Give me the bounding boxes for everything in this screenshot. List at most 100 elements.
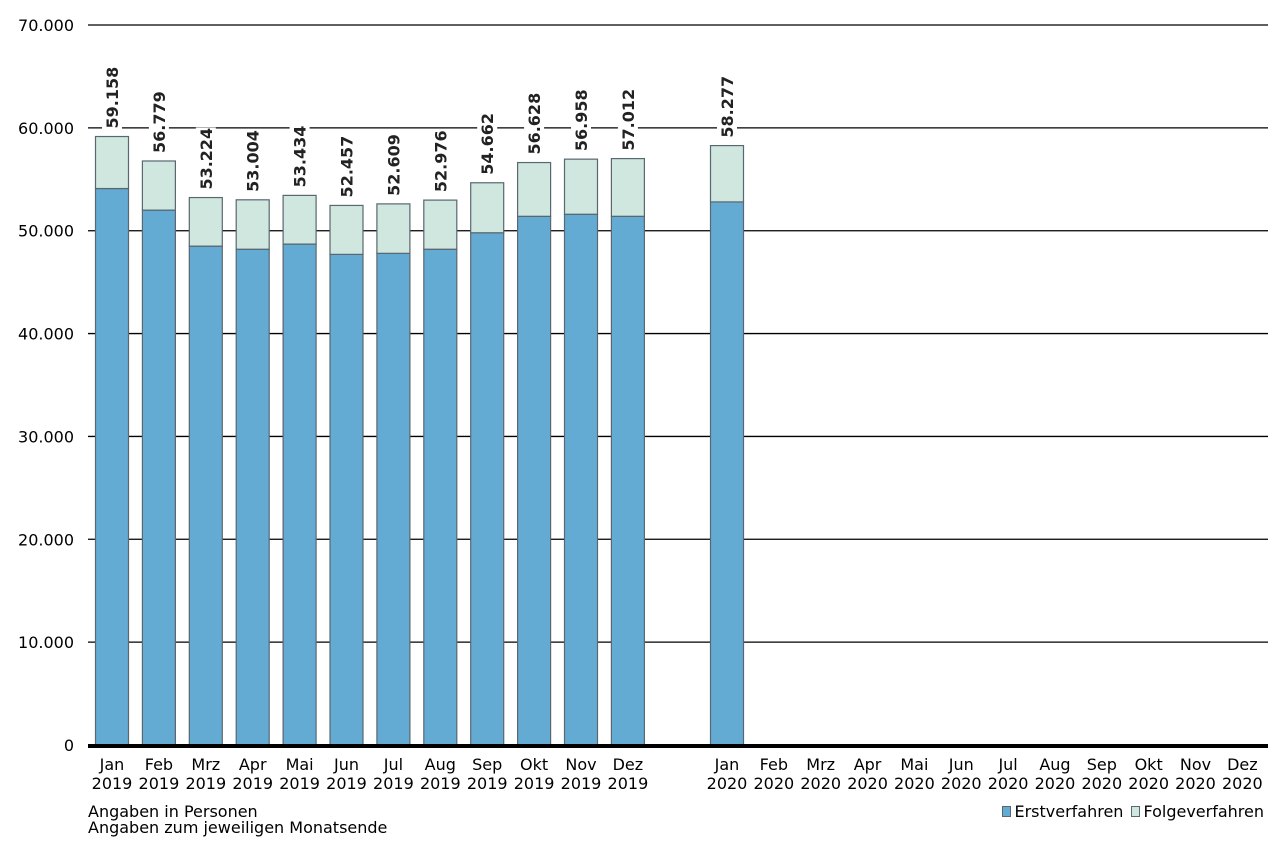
- chart-notes: Angaben in Personen Angaben zum jeweilig…: [88, 804, 387, 836]
- x-tick-month: Jul: [997, 755, 1017, 774]
- x-tick-month: Aug: [425, 755, 456, 774]
- bar-erstverfahren: [94, 187, 130, 746]
- x-tick-year: 2019: [279, 774, 320, 793]
- total-label: 53.004: [244, 130, 263, 192]
- total-label-bg: [571, 89, 591, 154]
- bar-folgeverfahren: [470, 182, 505, 234]
- total-label-bg: [617, 88, 638, 153]
- bar-folgeverfahren: [282, 194, 317, 245]
- x-tick-year: 2019: [185, 774, 226, 793]
- total-label-bg: [289, 125, 310, 190]
- x-tick-month: Nov: [1180, 755, 1211, 774]
- x-tick-year: 2020: [800, 774, 841, 793]
- x-tick-month: Mrz: [191, 755, 220, 774]
- legend-item-erstverfahren: Erstverfahren: [1002, 802, 1123, 821]
- x-tick-year: 2020: [1081, 774, 1122, 793]
- bar-erstverfahren: [141, 209, 176, 746]
- x-tick-month: Jan: [714, 755, 740, 774]
- total-label-bg: [717, 75, 737, 140]
- x-tick-year: 2019: [373, 774, 414, 793]
- total-label: 56.958: [572, 89, 591, 151]
- bar-erstverfahren: [470, 232, 505, 746]
- x-tick-year: 2020: [707, 774, 748, 793]
- note-period: Angaben zum jeweiligen Monatsende: [88, 818, 388, 837]
- bar-erstverfahren: [709, 201, 745, 746]
- bar-erstverfahren: [188, 245, 223, 746]
- x-tick-month: Jun: [948, 755, 974, 774]
- total-label: 57.012: [619, 89, 638, 151]
- note-unit: Angaben in Personen: [88, 802, 258, 821]
- x-tick-year: 2020: [894, 774, 935, 793]
- x-tick-month: Jul: [383, 755, 403, 774]
- total-label: 56.779: [150, 91, 169, 153]
- x-tick-month: Feb: [145, 755, 173, 774]
- y-tick-label: 20.000: [18, 530, 74, 549]
- y-tick-label: 10.000: [18, 633, 74, 652]
- x-tick-month: Okt: [520, 755, 548, 774]
- total-label: 52.976: [431, 130, 450, 192]
- x-tick-year: 2019: [514, 774, 555, 793]
- x-tick-year: 2019: [326, 774, 367, 793]
- bar-chart: 0 10.000 20.000 30.000 40.000 50.000 60.000 70.…: [18, 16, 1268, 793]
- y-tick-label: 0: [64, 736, 74, 755]
- bar-folgeverfahren: [563, 158, 599, 215]
- y-tick-label: 70.000: [18, 16, 74, 35]
- x-tick-month: Sep: [472, 755, 502, 774]
- legend-label-erstverfahren: Erstverfahren: [1014, 802, 1124, 821]
- bar-folgeverfahren: [516, 161, 552, 217]
- y-tick-label: 40.000: [18, 325, 74, 344]
- legend-label-folgeverfahren: Folgeverfahren: [1143, 802, 1264, 821]
- bar-folgeverfahren: [329, 204, 364, 255]
- total-label: 53.434: [291, 126, 310, 188]
- x-tick-year: 2019: [139, 774, 180, 793]
- total-label-bg: [477, 112, 498, 177]
- legend-item-folgeverfahren: Folgeverfahren: [1131, 802, 1264, 821]
- bar-erstverfahren: [282, 243, 317, 746]
- total-label: 59.158: [103, 67, 122, 129]
- x-tick-year: 2020: [941, 774, 982, 793]
- x-tick-year: 2019: [608, 774, 649, 793]
- x-tick-year: 2020: [753, 774, 794, 793]
- x-tick-year: 2019: [467, 774, 508, 793]
- x-tick-month: Mai: [900, 755, 928, 774]
- bar-erstverfahren: [376, 252, 411, 746]
- bar-folgeverfahren: [709, 144, 745, 203]
- bar-folgeverfahren: [610, 157, 646, 217]
- x-tick-month: Aug: [1039, 755, 1070, 774]
- total-label-bg: [242, 129, 263, 194]
- x-tick-month: Mrz: [806, 755, 835, 774]
- x-tick-year: 2019: [92, 774, 133, 793]
- bar-erstverfahren: [516, 215, 552, 746]
- bar-folgeverfahren: [141, 160, 176, 211]
- x-tick-year: 2020: [1035, 774, 1076, 793]
- total-label: 56.628: [525, 93, 544, 155]
- total-label: 52.457: [338, 136, 357, 198]
- x-tick-year: 2019: [420, 774, 461, 793]
- total-label: 53.224: [197, 128, 216, 190]
- total-label: 54.662: [478, 113, 497, 175]
- chart-legend: Erstverfahren Folgeverfahren: [994, 802, 1264, 821]
- x-tick-year: 2020: [988, 774, 1029, 793]
- bar-folgeverfahren: [423, 199, 458, 250]
- bar-erstverfahren: [235, 248, 270, 746]
- x-tick-month: Sep: [1087, 755, 1117, 774]
- x-tick-month: Dez: [1227, 755, 1258, 774]
- x-tick-month: Mai: [286, 755, 314, 774]
- total-label: 52.609: [384, 134, 403, 196]
- x-tick-year: 2019: [561, 774, 602, 793]
- y-tick-label: 50.000: [18, 222, 74, 241]
- total-label-bg: [430, 130, 451, 195]
- x-tick-month: Apr: [239, 755, 267, 774]
- total-label-bg: [524, 92, 545, 157]
- x-tick-month: Nov: [565, 755, 596, 774]
- x-tick-year: 2020: [847, 774, 888, 793]
- x-tick-month: Dez: [613, 755, 644, 774]
- total-label-bg: [102, 66, 122, 131]
- x-tick-month: Feb: [760, 755, 788, 774]
- x-tick-year: 2019: [232, 774, 273, 793]
- y-tick-label: 60.000: [18, 119, 74, 138]
- x-tick-month: Okt: [1135, 755, 1163, 774]
- bar-erstverfahren: [329, 253, 364, 746]
- total-label-bg: [195, 127, 216, 192]
- total-label-bg: [383, 133, 404, 198]
